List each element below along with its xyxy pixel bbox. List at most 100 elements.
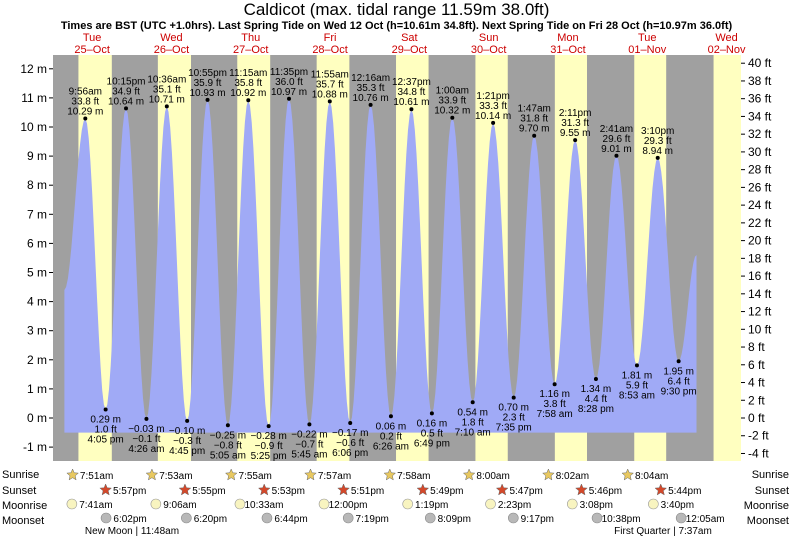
high-tide-m-label: 10.76 m xyxy=(353,93,389,104)
y-left-tick-label: 11 m xyxy=(21,91,47,105)
sunrise-icon xyxy=(224,468,238,481)
y-right-tick-label: 2 ft xyxy=(748,393,765,407)
chart-title: Caldicot (max. tidal range 11.59m 38.0ft… xyxy=(243,0,550,19)
sunrise-time: 7:51am xyxy=(80,471,113,482)
chart-subtitle: Times are BST (UTC +1.0hrs). Last Spring… xyxy=(60,20,733,32)
high-tide-ft-label: 31.3 ft xyxy=(561,118,589,129)
moonrise-time: 3:40pm xyxy=(661,500,694,511)
low-tide-time-label: 7:10 am xyxy=(455,427,491,438)
high-tide-m-label: 10.93 m xyxy=(189,88,225,99)
day-name-label: Thu xyxy=(241,32,260,44)
sunset-time: 5:55pm xyxy=(192,486,225,497)
low-tide-m-label: 1.95 m xyxy=(663,366,694,377)
y-right-tick-label: 26 ft xyxy=(748,180,772,194)
sunset-icon xyxy=(575,483,588,496)
low-tide-point xyxy=(103,407,108,412)
moonrise-icon xyxy=(234,498,246,510)
day-name-label: Sat xyxy=(401,32,418,44)
low-tide-point xyxy=(593,377,598,382)
low-tide-time-label: 5:45 am xyxy=(291,449,327,460)
moonset-time: 9:17pm xyxy=(521,514,554,525)
moonrise-icon xyxy=(66,498,78,510)
low-tide-time-label: 6:26 am xyxy=(373,441,409,452)
high-tide-point xyxy=(327,99,332,104)
low-tide-ft-label: −0.8 ft xyxy=(214,440,242,451)
day-date-label: 30–Oct xyxy=(471,44,506,56)
moonrise-row-label-right: Moonrise xyxy=(743,500,789,512)
moonset-icon xyxy=(342,512,354,524)
moonset-time: 7:19pm xyxy=(356,514,389,525)
low-tide-point xyxy=(144,416,149,421)
y-right-tick-label: 40 ft xyxy=(748,56,772,70)
high-tide-time-label: 10:55pm xyxy=(188,68,227,79)
high-tide-point xyxy=(164,104,169,109)
day-date-label: 28–Oct xyxy=(312,44,347,56)
low-tide-ft-label: 6.4 ft xyxy=(668,376,690,387)
high-tide-time-label: 11:55am xyxy=(311,69,349,80)
y-left-tick-label: 12 m xyxy=(20,62,47,76)
y-right-tick-label: 10 ft xyxy=(748,322,772,336)
low-tide-ft-label: 1.8 ft xyxy=(462,417,484,428)
low-tide-m-label: 1.34 m xyxy=(581,384,612,395)
low-tide-ft-label: −0.7 ft xyxy=(295,439,323,450)
high-tide-m-label: 10.97 m xyxy=(271,87,307,98)
y-right-tick-label: 22 ft xyxy=(748,216,772,230)
high-tide-m-label: 9.70 m xyxy=(519,124,550,135)
y-left-tick-label: 6 m xyxy=(27,236,47,250)
day-name-label: Sun xyxy=(479,32,499,44)
high-tide-ft-label: 35.1 ft xyxy=(153,84,181,95)
y-left-tick-label: 10 m xyxy=(20,120,47,134)
low-tide-ft-label: 2.3 ft xyxy=(503,413,525,424)
high-tide-ft-label: 35.7 ft xyxy=(316,79,344,90)
y-left-tick-label: 2 m xyxy=(27,353,47,367)
day-name-label: Wed xyxy=(160,32,182,44)
low-tide-ft-label: 0.2 ft xyxy=(380,431,402,442)
low-tide-point xyxy=(634,363,639,368)
high-tide-point xyxy=(246,98,251,103)
low-tide-time-label: 6:49 pm xyxy=(414,438,450,449)
sunrise-time: 7:58am xyxy=(397,471,430,482)
high-tide-m-label: 9.55 m xyxy=(560,128,591,139)
y-left-tick-label: 7 m xyxy=(27,207,47,221)
sunrise-icon xyxy=(621,468,635,481)
y-left-tick-label: 5 m xyxy=(27,266,47,280)
day-date-label: 01–Nov xyxy=(628,44,666,56)
moonrise-icon xyxy=(318,498,330,510)
day-date-label: 31–Oct xyxy=(550,44,585,56)
moonset-time: 6:44pm xyxy=(274,514,307,525)
sunset-time: 5:47pm xyxy=(509,486,542,497)
low-tide-time-label: 8:28 pm xyxy=(578,404,614,415)
low-tide-point xyxy=(307,422,312,427)
day-date-label: 26–Oct xyxy=(154,44,189,56)
high-tide-ft-label: 29.6 ft xyxy=(603,134,631,145)
low-tide-time-label: 9:30 pm xyxy=(661,386,697,397)
high-tide-ft-label: 31.8 ft xyxy=(520,114,548,125)
day-date-label: 27–Oct xyxy=(233,44,268,56)
high-tide-ft-label: 33.9 ft xyxy=(438,96,466,107)
low-tide-m-label: −0.25 m xyxy=(210,430,246,441)
y-right-tick-label: 28 ft xyxy=(748,163,772,177)
low-tide-m-label: 0.06 m xyxy=(376,421,407,432)
moonrise-icon xyxy=(485,498,496,510)
sunset-time: 5:44pm xyxy=(668,486,701,497)
high-tide-point xyxy=(409,107,414,112)
sunset-time: 5:49pm xyxy=(430,486,463,497)
moonset-row-label-left: Moonset xyxy=(2,515,45,527)
high-tide-time-label: 1:47am xyxy=(518,104,551,115)
high-tide-point xyxy=(573,138,578,143)
sunset-row-label-left: Sunset xyxy=(2,485,37,497)
low-tide-ft-label: −0.9 ft xyxy=(255,441,283,452)
low-tide-m-label: −0.17 m xyxy=(332,428,368,439)
high-tide-point xyxy=(287,96,292,101)
y-right-tick-label: 38 ft xyxy=(748,74,772,88)
moonset-icon xyxy=(675,512,687,524)
moonrise-time: 10:33am xyxy=(244,500,283,511)
moon-phase-label: First Quarter | 7:37am xyxy=(614,526,712,537)
low-tide-m-label: 0.16 m xyxy=(417,418,448,429)
high-tide-point xyxy=(368,102,373,107)
moonrise-time: 12:00pm xyxy=(329,500,368,511)
high-tide-ft-label: 35.8 ft xyxy=(234,78,262,89)
moonset-icon xyxy=(591,512,603,524)
low-tide-time-label: 4:05 pm xyxy=(88,435,124,446)
sunrise-icon xyxy=(145,468,159,481)
